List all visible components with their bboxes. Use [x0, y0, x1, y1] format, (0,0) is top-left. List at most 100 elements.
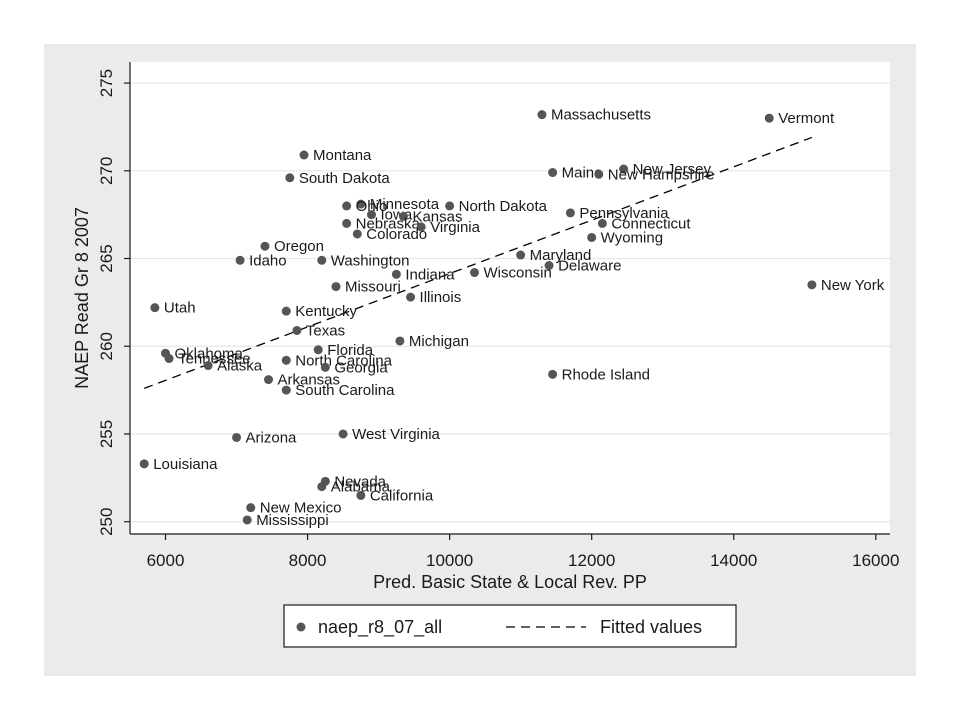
data-point: [619, 164, 629, 174]
data-point-label: Michigan: [409, 333, 469, 350]
data-point-label: Arkansas: [278, 372, 341, 389]
data-point-label: North Dakota: [459, 198, 548, 215]
data-point: [281, 306, 291, 316]
data-point-label: Nebraska: [356, 215, 421, 232]
data-point: [317, 482, 327, 492]
data-point-label: Colorado: [366, 226, 427, 243]
data-point-label: New York: [821, 277, 885, 294]
data-point-label: Texas: [306, 322, 345, 339]
data-point-label: Kansas: [412, 208, 462, 225]
x-tick-label: 14000: [710, 551, 757, 570]
data-point: [548, 369, 558, 379]
y-tick-label: 275: [97, 69, 116, 97]
data-point: [232, 432, 242, 442]
data-point: [246, 503, 256, 513]
data-point-label: Indiana: [405, 266, 455, 283]
data-point-label: Delaware: [558, 258, 621, 275]
data-point: [164, 354, 174, 364]
data-point-label: Maryland: [530, 247, 592, 264]
data-point: [299, 150, 309, 160]
data-point-label: Florida: [327, 342, 374, 359]
data-point: [139, 459, 149, 469]
x-tick-label: 16000: [852, 551, 899, 570]
data-point: [356, 490, 366, 500]
data-point: [445, 201, 455, 211]
data-point-label: Missouri: [345, 279, 401, 296]
data-point: [356, 199, 366, 209]
data-point: [342, 201, 352, 211]
data-point: [150, 303, 160, 313]
data-point-label: New Mexico: [260, 500, 342, 517]
plot-area: [130, 62, 890, 534]
data-point: [764, 113, 774, 123]
data-point-label: Kentucky: [295, 303, 357, 320]
data-point: [317, 255, 327, 265]
y-tick-label: 250: [97, 508, 116, 536]
data-point-label: Idaho: [249, 252, 287, 269]
data-point-label: Alaska: [217, 358, 263, 375]
data-point-label: Ohio: [356, 198, 388, 215]
data-point-label: South Dakota: [299, 170, 391, 187]
data-point: [264, 375, 274, 385]
legend-box: [283, 604, 737, 648]
data-point: [597, 218, 607, 228]
data-point: [416, 222, 426, 232]
data-point-label: Louisiana: [153, 456, 218, 473]
legend-label-scatter: naep_r8_07_all: [318, 617, 442, 638]
data-point: [285, 173, 295, 183]
data-point: [391, 269, 401, 279]
data-point: [260, 241, 270, 251]
x-tick-label: 8000: [289, 551, 327, 570]
data-point-label: Virginia: [430, 219, 480, 236]
data-point-label: New Jersey: [633, 161, 712, 178]
y-tick-label: 260: [97, 332, 116, 360]
data-point: [469, 268, 479, 278]
data-point-label: Illinois: [420, 289, 462, 306]
data-point-label: Alabama: [331, 479, 391, 496]
data-point: [281, 355, 291, 365]
data-point: [537, 110, 547, 120]
x-tick-label: 10000: [426, 551, 473, 570]
data-point: [565, 208, 575, 218]
data-point-label: North Carolina: [295, 352, 392, 369]
data-point: [203, 361, 213, 371]
data-point-label: Maine: [562, 165, 603, 182]
data-point: [338, 429, 348, 439]
data-point-label: Massachusetts: [551, 107, 651, 124]
data-point-label: New Hampshire: [608, 166, 715, 183]
data-point-label: Minnesota: [370, 196, 440, 213]
y-tick-label: 255: [97, 420, 116, 448]
data-point-label: Oklahoma: [175, 345, 244, 362]
data-point-label: Connecticut: [611, 215, 691, 232]
data-point-label: California: [370, 487, 434, 504]
legend-marker-scatter: [296, 622, 306, 632]
y-tick-label: 265: [97, 244, 116, 272]
data-point-label: Wyoming: [601, 229, 663, 246]
data-point: [242, 515, 252, 525]
data-point: [235, 255, 245, 265]
data-point-label: Washington: [331, 252, 410, 269]
data-point-label: Wisconsin: [483, 265, 551, 282]
data-point: [516, 250, 526, 260]
data-point: [342, 218, 352, 228]
data-point: [544, 261, 554, 271]
data-point-label: Vermont: [778, 110, 835, 127]
data-point: [406, 292, 416, 302]
data-point: [331, 282, 341, 292]
data-point-label: Mississippi: [256, 512, 329, 529]
data-point-label: West Virginia: [352, 426, 440, 443]
data-point-label: Montana: [313, 147, 372, 164]
data-point-label: South Carolina: [295, 382, 395, 399]
data-point-label: Utah: [164, 300, 196, 317]
data-point: [587, 232, 597, 242]
data-point: [352, 229, 362, 239]
data-point-label: Rhode Island: [562, 366, 650, 383]
data-point: [594, 169, 604, 179]
data-point: [366, 210, 376, 220]
legend-label-fitted: Fitted values: [600, 617, 702, 637]
data-point: [548, 168, 558, 178]
x-tick-label: 6000: [147, 551, 185, 570]
data-point: [807, 280, 817, 290]
data-point-label: Oregon: [274, 238, 324, 255]
